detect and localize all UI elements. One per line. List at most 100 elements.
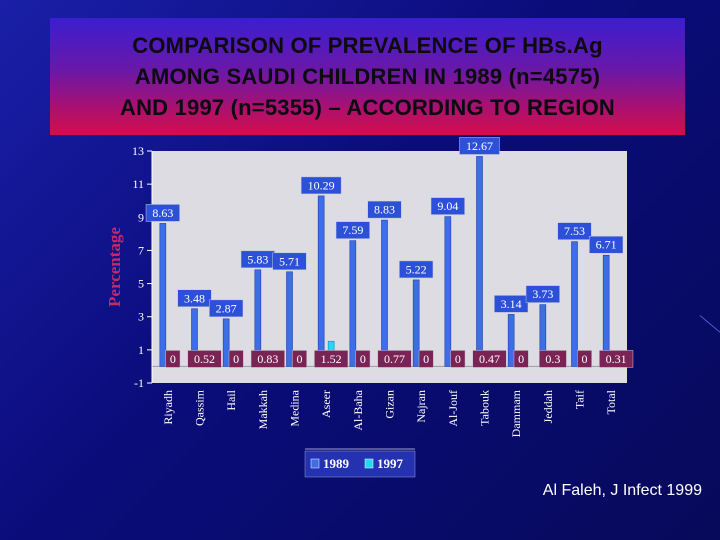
data-label-1997-bg xyxy=(513,350,529,368)
data-label-1989: 9.04 xyxy=(437,199,458,213)
x-tick-label: Gizan xyxy=(383,390,397,419)
data-label-1997: 1.52 xyxy=(321,352,342,366)
x-tick-label: Jeddah xyxy=(541,390,555,423)
data-label-1989: 6.71 xyxy=(596,238,617,252)
data-label-1997-bg xyxy=(292,350,307,368)
slide-title: COMPARISON OF PREVALENCE OF HBs.Ag AMONG… xyxy=(50,30,685,123)
x-tick-label: Dammam xyxy=(509,389,523,437)
x-tick-label: Makkah xyxy=(256,390,270,429)
data-label-1997: 0 xyxy=(233,352,239,366)
data-label-1997-bg xyxy=(165,350,181,368)
data-label-1989-bg xyxy=(557,222,592,240)
x-tick-label: Hail xyxy=(224,389,238,410)
data-label-1989: 8.63 xyxy=(152,206,173,220)
y-axis-label: Percentage xyxy=(105,227,124,307)
title-line-2: AMONG SAUDI CHILDREN IN 1989 (n=4575) xyxy=(134,64,601,89)
data-label-1997-bg xyxy=(472,350,507,368)
data-label-1989-bg xyxy=(335,221,370,239)
x-tick-label: Total xyxy=(604,389,618,414)
data-label-1997: 0 xyxy=(423,352,429,366)
data-label-1989: 8.83 xyxy=(374,203,395,217)
data-label-1997: 0.77 xyxy=(384,352,405,366)
bar-1989-taif xyxy=(571,241,578,367)
data-label-1989: 2.87 xyxy=(216,301,237,315)
data-label-1989-bg xyxy=(300,176,342,195)
bar-1989-hail xyxy=(222,318,230,367)
data-label-1989: 3.14 xyxy=(501,297,522,311)
plot-area xyxy=(152,151,627,383)
data-label-1989: 3.73 xyxy=(532,287,553,301)
data-label-1997: 0.3 xyxy=(545,352,560,366)
y-tick-label: 13 xyxy=(132,144,144,158)
legend-swatch-1997 xyxy=(364,458,374,469)
data-label-1989: 10.29 xyxy=(308,178,335,192)
data-label-1997-bg xyxy=(418,350,434,368)
x-tick-label: Riyadh xyxy=(161,390,175,425)
data-label-1997-bg xyxy=(250,350,285,368)
title-band xyxy=(50,18,685,135)
bar-1989-riyadh xyxy=(159,223,167,367)
x-tick-label: Taif xyxy=(573,390,587,409)
data-label-1997-bg xyxy=(577,350,592,368)
data-label-1997: 0.47 xyxy=(479,352,500,366)
data-label-1997-bg xyxy=(599,350,634,368)
x-tick-label: Qassim xyxy=(193,389,207,426)
bar-1989-al-baha xyxy=(349,240,357,367)
data-label-1997: 0.83 xyxy=(257,352,278,366)
data-label-1997-bg xyxy=(314,350,349,368)
data-label-1989: 5.83 xyxy=(247,252,268,266)
x-tick-label: Al-Jouf xyxy=(446,390,460,427)
legend-swatch-1989 xyxy=(310,458,320,469)
legend-label-1989: 1989 xyxy=(323,456,350,471)
legend-label-1997: 1997 xyxy=(377,456,404,471)
data-label-1997-bg xyxy=(377,350,412,368)
data-label-1989-bg xyxy=(589,235,624,254)
y-tick-label: 7 xyxy=(138,243,144,257)
data-label-1997-bg xyxy=(538,350,567,368)
data-label-1989-bg xyxy=(177,289,212,308)
x-tick-label: Najran xyxy=(414,390,428,423)
legend-box xyxy=(304,450,416,478)
x-tick-label: Medina xyxy=(288,389,302,426)
bar-1989-al-jouf xyxy=(444,216,452,367)
y-tick-label: 3 xyxy=(138,310,144,324)
data-label-1989-bg xyxy=(430,197,465,215)
bar-1989-tabouk xyxy=(476,156,483,367)
bar-1989-dammam xyxy=(507,314,515,367)
data-label-1989-bg xyxy=(399,260,434,279)
y-tick-label: 9 xyxy=(138,210,144,224)
bar-1989-gizan xyxy=(381,219,388,367)
data-label-1989-bg xyxy=(145,204,180,222)
data-label-1989-bg xyxy=(459,137,500,155)
x-tick-label: Al-Baha xyxy=(351,389,365,430)
data-label-1989-bg xyxy=(367,200,402,219)
data-label-1997-bg xyxy=(450,350,466,368)
citation: Al Faleh, J Infect 1999 xyxy=(542,482,702,499)
data-label-1997: 0 xyxy=(297,352,303,366)
data-label-1997: 0.31 xyxy=(606,352,627,366)
data-label-1997: 0 xyxy=(360,352,366,366)
title-line-3: AND 1997 (n=5355) – ACCORDING TO REGION xyxy=(120,95,615,120)
data-label-1989: 7.53 xyxy=(564,224,585,238)
data-label-1997-bg xyxy=(187,350,222,368)
data-label-1997: 0 xyxy=(582,352,588,366)
y-tick-label: 1 xyxy=(138,343,144,357)
y-tick-label: -1 xyxy=(134,376,144,390)
data-label-1989: 7.59 xyxy=(342,223,363,237)
x-tick-label: Aseer xyxy=(319,390,333,418)
bar-1989-medina xyxy=(286,271,293,367)
data-label-1989-bg xyxy=(525,285,560,303)
data-label-1997: 0 xyxy=(170,352,176,366)
data-label-1989-bg xyxy=(209,299,244,318)
data-label-1989: 12.67 xyxy=(466,139,493,153)
title-line-1: COMPARISON OF PREVALENCE OF HBs.Ag xyxy=(132,33,603,58)
bar-1989-total xyxy=(602,254,610,367)
data-label-1989: 3.48 xyxy=(184,291,205,305)
data-label-1997-bg xyxy=(355,350,371,368)
data-label-1997: 0 xyxy=(518,352,524,366)
y-tick-label: 11 xyxy=(132,177,144,191)
x-tick-label: Tabouk xyxy=(478,390,492,426)
data-label-1989-bg xyxy=(494,295,529,313)
data-label-1997: 0 xyxy=(455,352,461,366)
